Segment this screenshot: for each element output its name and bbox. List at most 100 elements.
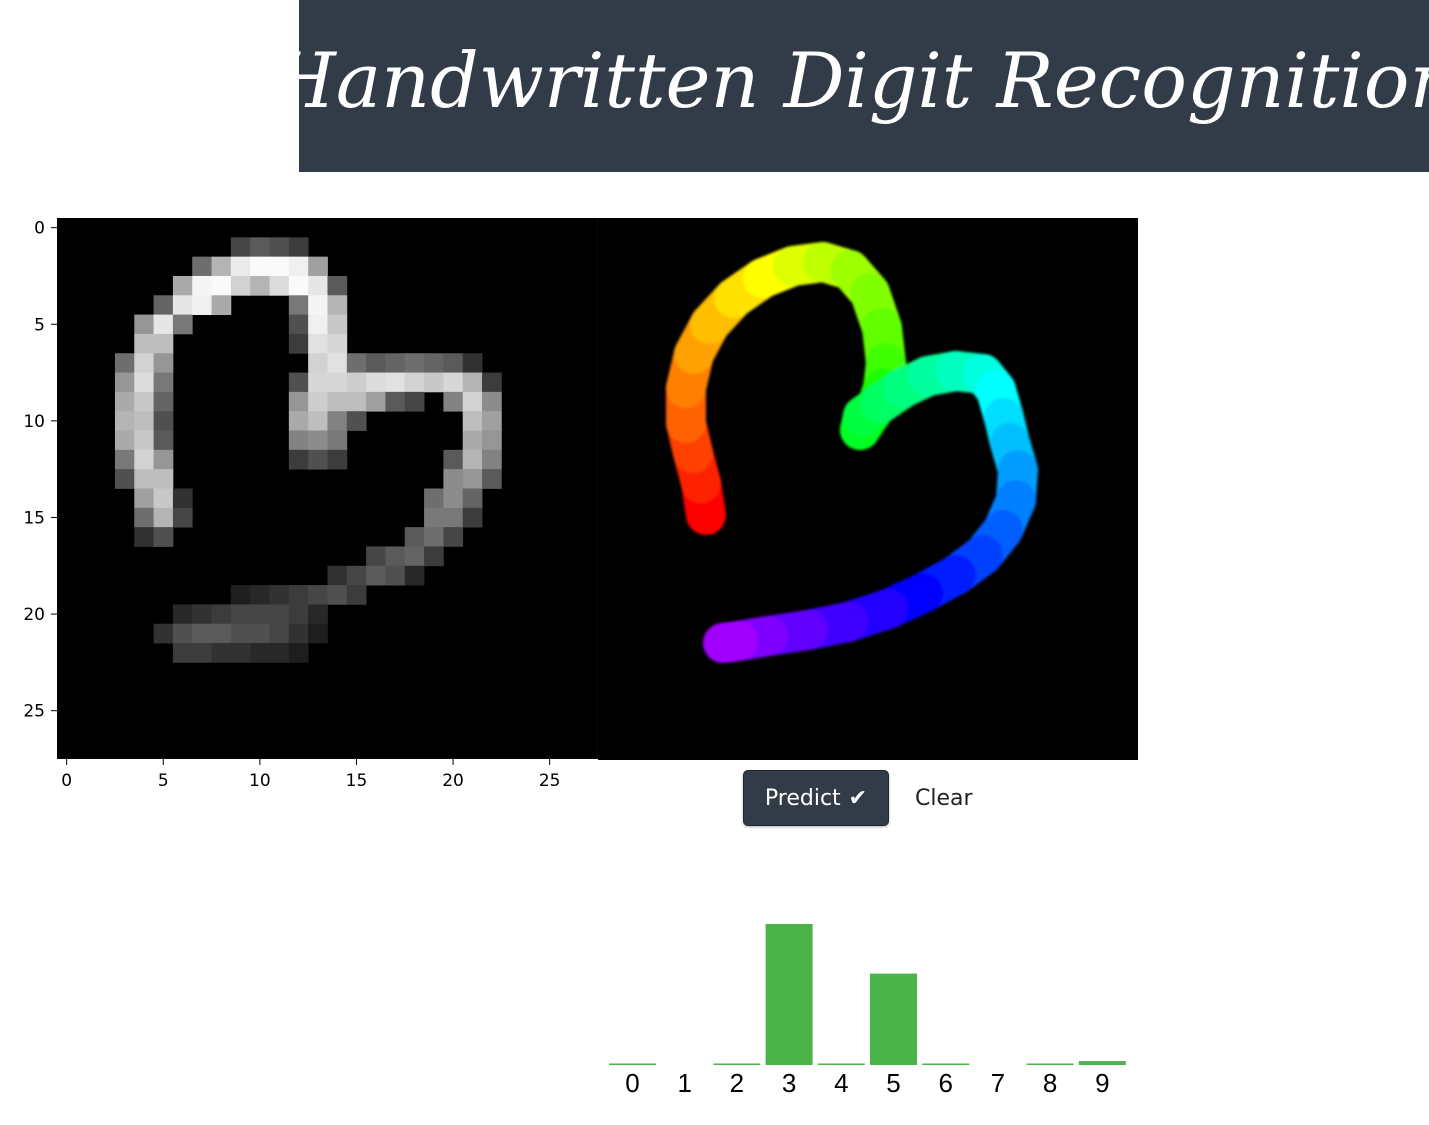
image-pixel	[385, 353, 406, 373]
image-pixel	[172, 623, 193, 644]
image-pixel	[308, 430, 328, 451]
image-pixel	[288, 314, 309, 335]
image-pixel	[327, 372, 348, 393]
stroke-segment	[703, 621, 758, 663]
bar-label-digit: 8	[1043, 1068, 1057, 1098]
bar-digit-3	[765, 924, 813, 1065]
image-pixel	[250, 275, 270, 296]
image-pixel	[230, 623, 251, 644]
x-tick-label: 25	[539, 771, 561, 791]
image-pixel	[308, 314, 328, 335]
bar-label-digit: 4	[834, 1068, 848, 1098]
y-tick-label: 5	[34, 315, 45, 335]
image-pixel	[230, 256, 251, 277]
image-pixel	[230, 275, 251, 296]
image-pixel	[134, 391, 154, 412]
image-pixel	[211, 275, 232, 296]
image-pixel	[308, 623, 328, 644]
y-tick-label: 15	[23, 508, 45, 528]
image-pixel	[462, 372, 483, 393]
image-pixel	[404, 546, 425, 567]
drawing-canvas[interactable]	[598, 218, 1138, 760]
image-pixel	[134, 372, 154, 393]
image-pixel	[288, 604, 309, 625]
x-tick-label: 0	[61, 771, 72, 791]
image-pixel	[443, 449, 464, 470]
image-pixel	[211, 604, 232, 625]
y-tick-label: 25	[23, 702, 45, 722]
image-pixel	[462, 353, 483, 373]
image-pixel	[327, 449, 348, 470]
image-pixel	[288, 643, 309, 663]
image-pixel	[404, 391, 425, 412]
bar-label-digit: 3	[782, 1068, 796, 1098]
image-pixel	[250, 585, 270, 605]
image-pixel	[366, 565, 386, 586]
image-pixel	[153, 430, 174, 451]
image-pixel	[250, 623, 270, 644]
page-header: Handwritten Digit Recognition	[270, 0, 1429, 172]
image-pixel	[114, 391, 135, 412]
image-pixel	[230, 237, 251, 258]
x-tick-label: 20	[442, 771, 464, 791]
image-pixel	[153, 295, 174, 315]
image-pixel	[462, 391, 483, 412]
image-pixel	[269, 643, 290, 663]
image-pixel	[288, 256, 309, 277]
x-tick-label: 10	[249, 771, 271, 791]
image-pixel	[366, 372, 386, 393]
image-pixel	[443, 527, 464, 547]
image-pixel	[134, 353, 154, 373]
image-pixel	[192, 623, 212, 644]
image-pixel	[230, 604, 251, 625]
image-pixel	[288, 333, 309, 354]
image-pixel	[424, 507, 444, 528]
image-pixel	[327, 565, 348, 586]
image-pixel	[172, 488, 193, 509]
image-pixel	[443, 488, 464, 509]
clear-button[interactable]: Clear	[915, 785, 973, 811]
image-pixel	[172, 295, 193, 315]
image-pixel	[424, 353, 444, 373]
image-pixel	[153, 527, 174, 547]
image-pixel	[153, 314, 174, 335]
image-pixel	[482, 430, 502, 451]
bar-digit-4	[817, 1063, 865, 1065]
image-pixel	[192, 643, 212, 663]
image-pixel	[134, 507, 154, 528]
bar-digit-8	[1026, 1063, 1074, 1065]
image-pixel	[327, 391, 348, 412]
bar-digit-9	[1078, 1061, 1126, 1065]
image-pixel	[346, 585, 367, 605]
y-tick-label: 10	[23, 412, 45, 432]
image-pixel	[172, 643, 193, 663]
image-pixel	[134, 314, 154, 335]
image-pixel	[153, 353, 174, 373]
image-pixel	[269, 585, 290, 605]
image-pixel	[192, 256, 212, 277]
image-pixel	[288, 237, 309, 258]
x-tick-label: 5	[158, 771, 169, 791]
image-pixel	[443, 353, 464, 373]
y-tick-label: 0	[34, 219, 45, 239]
image-pixel	[385, 565, 406, 586]
bar-label-digit: 7	[991, 1068, 1005, 1098]
image-pixel	[482, 469, 502, 489]
image-pixel	[327, 295, 348, 315]
image-pixel	[172, 604, 193, 625]
image-pixel	[308, 391, 328, 412]
image-pixel	[443, 391, 464, 412]
image-pixel	[153, 623, 174, 644]
bar-digit-6	[922, 1063, 970, 1065]
image-pixel	[250, 604, 270, 625]
image-pixel	[308, 411, 328, 431]
image-pixel	[172, 314, 193, 335]
image-pixel	[269, 604, 290, 625]
predict-button[interactable]: Predict ✔	[743, 770, 889, 826]
image-pixel	[346, 411, 367, 431]
bar-digit-2	[713, 1063, 761, 1065]
image-pixel	[230, 643, 251, 663]
image-pixel	[172, 275, 193, 296]
image-pixel	[443, 372, 464, 393]
image-pixel	[462, 449, 483, 470]
